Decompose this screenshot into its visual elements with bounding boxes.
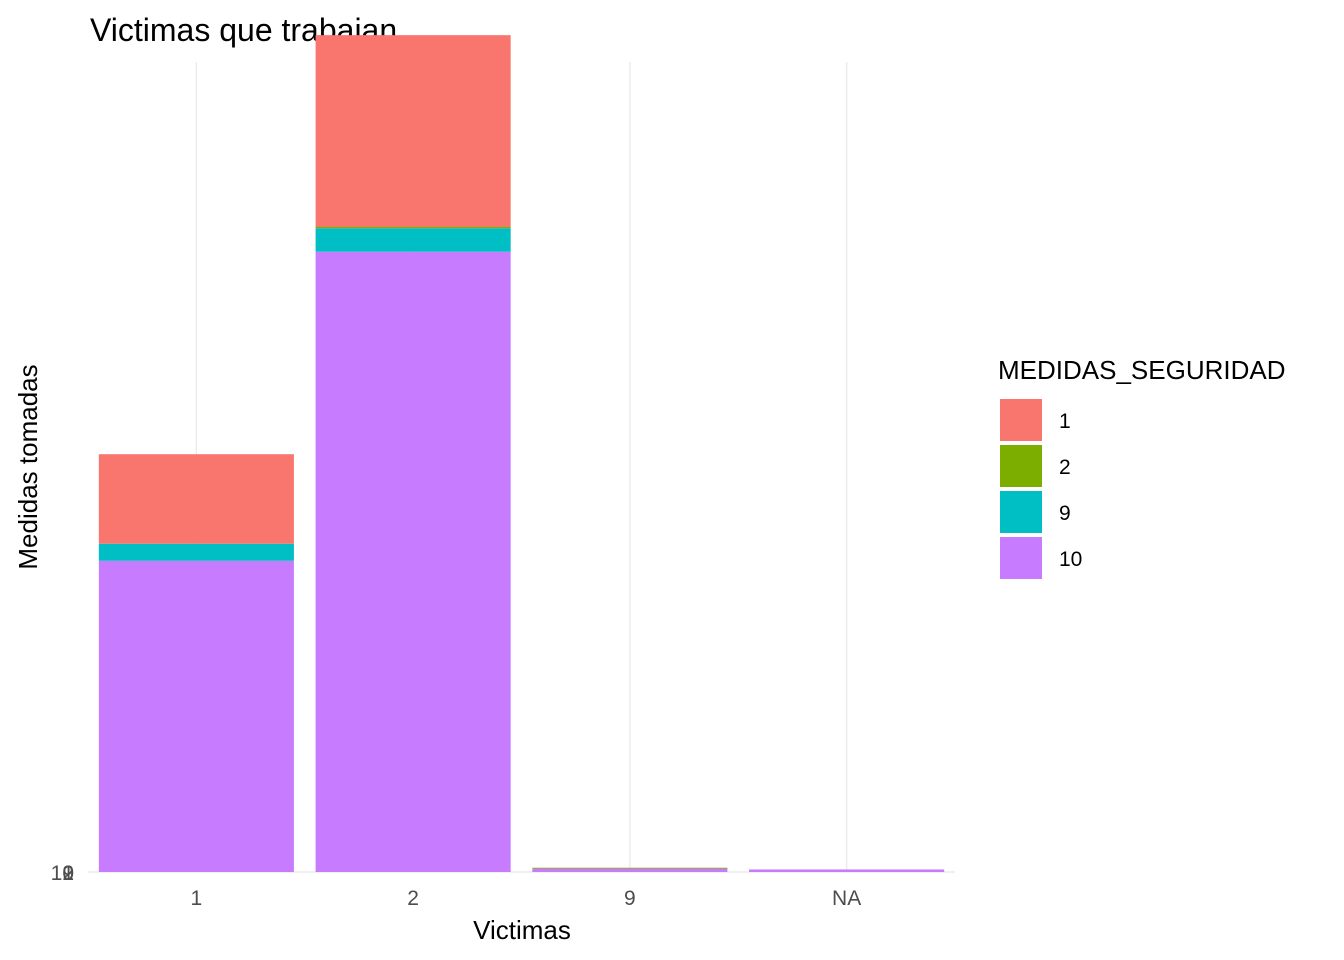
bars <box>98 35 945 873</box>
bar-2-series-9 <box>315 228 511 252</box>
x-tick-label-0: 1 <box>191 887 203 910</box>
bar-9-series-10 <box>532 868 728 872</box>
x-tick-labels: 1 2 9 NA <box>191 887 862 910</box>
legend-label-9: 9 <box>1059 502 1071 525</box>
y-tick-label-0: 10 <box>51 862 74 885</box>
legend: MEDIDAS_SEGURIDAD 1 2 9 10 <box>998 355 1286 579</box>
x-axis-title: Victimas <box>473 915 571 945</box>
y-axis-title: Medidas tomadas <box>13 364 43 569</box>
y-tick-label-1: 9 <box>62 862 74 885</box>
legend-label-10: 10 <box>1059 548 1082 571</box>
legend-label-2: 2 <box>1059 456 1071 479</box>
bar-2-series-10 <box>315 251 511 873</box>
x-tick-label-1: 2 <box>407 887 419 910</box>
y-tick-label-3: 1 <box>62 862 74 885</box>
bar-1-series-1 <box>98 454 294 544</box>
bar-NA-series-10 <box>749 869 945 872</box>
bar-2-series-1 <box>315 35 511 227</box>
legend-key-1 <box>1000 399 1042 441</box>
legend-key-10 <box>1000 537 1042 579</box>
bar-9-series-2 <box>532 867 728 869</box>
x-tick-label-2: 9 <box>624 887 636 910</box>
legend-key-9 <box>1000 491 1042 533</box>
bar-1-series-10 <box>98 560 294 872</box>
legend-label-1: 1 <box>1059 410 1071 433</box>
legend-title: MEDIDAS_SEGURIDAD <box>998 355 1286 385</box>
bar-2-series-2 <box>315 226 511 229</box>
y-tick-label-2: 2 <box>62 862 74 885</box>
x-tick-label-3: NA <box>832 887 861 910</box>
legend-key-2 <box>1000 445 1042 487</box>
bar-1-series-9 <box>98 543 294 561</box>
